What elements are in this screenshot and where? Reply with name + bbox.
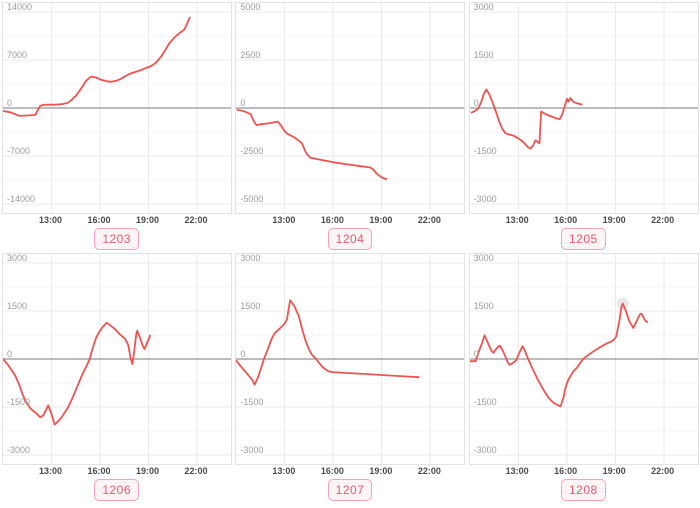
x-axis-tick-label: 13:00: [272, 215, 296, 225]
x-axis-tick-label: 13:00: [38, 215, 63, 225]
chart-id-badge[interactable]: 1207: [327, 479, 373, 501]
chart-canvas: [469, 254, 698, 464]
chart-id-badge-label: 1208: [568, 483, 598, 497]
x-axis-tick-label: 19:00: [136, 466, 160, 476]
series-line: [3, 321, 152, 426]
chart-id-badge[interactable]: 1206: [94, 479, 140, 501]
x-axis-tick-label: 22:00: [651, 466, 675, 476]
chart-id-badge[interactable]: 1204: [327, 228, 373, 250]
series-line: [469, 302, 648, 408]
chart-cell: 14000 7000 0 -7000 -14000 1203 13:00 16:00 19:…: [0, 0, 233, 251]
x-axis-tick-label: 16:00: [554, 215, 578, 225]
chart-badge-row: 1205: [467, 228, 700, 250]
x-axis-tick-label: 19:00: [369, 466, 393, 476]
chart-id-badge-label: 1204: [335, 232, 365, 246]
chart-cell: 3000 1500 0 -1500 -3000 1206 13:00 16:00 19:00…: [0, 251, 233, 508]
chart-panel[interactable]: 3000 1500 0 -1500 -3000: [2, 253, 232, 465]
chart-id-badge-label: 1205: [568, 232, 598, 246]
chart-cell: 3000 1500 0 -1500 -3000 1208 13:00 16:00 19:00…: [467, 251, 700, 508]
chart-canvas: [3, 3, 231, 213]
chart-panel[interactable]: 14000 7000 0 -7000 -14000: [2, 2, 232, 214]
chart-panel[interactable]: 3000 1500 0 -1500 -3000: [468, 253, 699, 465]
x-axis-tick-label: 16:00: [87, 215, 111, 225]
series-line: [3, 16, 191, 117]
x-axis-tick-label: 22:00: [184, 215, 208, 225]
chart-id-badge-label: 1206: [102, 483, 132, 497]
chart-cell: 5000 2500 0 -2500 -5000 1204 13:00 16:00 19:00…: [233, 0, 466, 251]
x-axis-tick-label: 13:00: [38, 466, 63, 476]
chart-panel[interactable]: 5000 2500 0 -2500 -5000: [235, 2, 466, 214]
x-axis-tick-label: 16:00: [87, 466, 111, 476]
x-axis-tick-label: 13:00: [505, 215, 529, 225]
series-line: [470, 88, 583, 150]
x-axis-tick-label: 16:00: [554, 466, 578, 476]
chart-id-badge-label: 1203: [102, 232, 132, 246]
x-axis-tick-label: 22:00: [651, 215, 675, 225]
x-axis-tick-label: 22:00: [417, 466, 441, 476]
chart-id-badge[interactable]: 1205: [560, 228, 606, 250]
x-axis-tick-label: 13:00: [505, 466, 529, 476]
x-axis-tick-label: 22:00: [184, 466, 208, 476]
x-axis-tick-label: 19:00: [602, 215, 626, 225]
chart-id-badge[interactable]: 1203: [94, 228, 140, 250]
chart-canvas: [236, 3, 465, 213]
chart-cell: 3000 1500 0 -1500 -3000 1207 13:00 16:00 19:00…: [233, 251, 466, 508]
chart-badge-row: 1206: [0, 479, 233, 501]
x-axis-tick-label: 19:00: [369, 215, 393, 225]
chart-id-badge-label: 1207: [335, 483, 365, 497]
x-axis-tick-label: 16:00: [320, 215, 344, 225]
x-axis-tick-label: 19:00: [602, 466, 626, 476]
chart-canvas: [469, 3, 698, 213]
chart-canvas: [3, 254, 231, 464]
chart-cell: 3000 1500 0 -1500 -3000 1205 13:00 16:00 19:00…: [467, 0, 700, 251]
chart-panel[interactable]: 3000 1500 0 -1500 -3000: [468, 2, 699, 214]
x-axis-tick-label: 22:00: [417, 215, 441, 225]
series-line: [236, 299, 420, 386]
chart-panel[interactable]: 3000 1500 0 -1500 -3000: [235, 253, 466, 465]
series-line: [237, 109, 388, 180]
chart-canvas: [236, 254, 465, 464]
chart-id-badge[interactable]: 1208: [560, 479, 606, 501]
chart-badge-row: 1203: [0, 228, 233, 250]
x-axis-tick-label: 13:00: [272, 466, 296, 476]
chart-badge-row: 1208: [467, 479, 700, 501]
x-axis-tick-label: 19:00: [136, 215, 160, 225]
chart-badge-row: 1207: [233, 479, 466, 501]
chart-badge-row: 1204: [233, 228, 466, 250]
x-axis-tick-label: 16:00: [320, 466, 344, 476]
